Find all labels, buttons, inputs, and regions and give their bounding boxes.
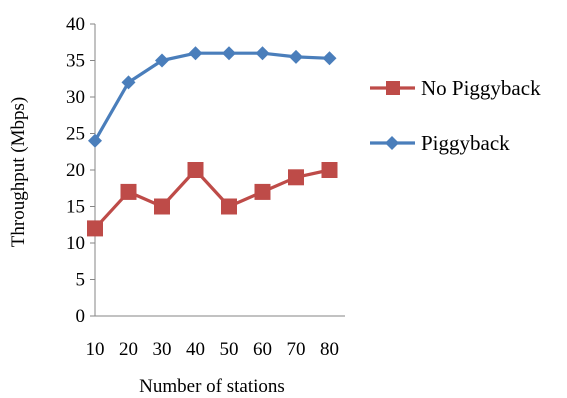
x-tick-labels: 10 20 30 40 50 60 70 80: [86, 339, 340, 360]
x-tick-label: 70: [287, 339, 306, 360]
x-tick-label: 40: [186, 339, 205, 360]
data-point-no-piggyback: [221, 198, 237, 215]
x-axis-title: Number of stations: [139, 376, 285, 397]
series-layer: [87, 46, 338, 237]
data-point-piggyback: [155, 53, 169, 68]
y-tick-label: 25: [66, 124, 85, 145]
series-no-piggyback: [87, 162, 338, 237]
legend: No Piggyback Piggyback: [370, 76, 541, 155]
data-point-piggyback: [88, 133, 102, 148]
data-point-piggyback: [322, 51, 337, 66]
data-point-no-piggyback: [154, 198, 170, 215]
legend-marker-no-piggyback: [386, 81, 400, 95]
legend-item-no-piggyback: No Piggyback: [370, 76, 541, 100]
series-piggyback: [88, 46, 337, 148]
y-tick-label: 30: [66, 87, 85, 108]
x-tick-label: 60: [253, 339, 272, 360]
x-tick-label: 80: [320, 339, 339, 360]
data-point-piggyback: [222, 46, 236, 61]
data-point-no-piggyback: [120, 183, 137, 200]
data-point-piggyback: [188, 46, 203, 61]
x-tick-label: 20: [119, 339, 138, 360]
y-tick-label: 5: [76, 270, 86, 291]
data-point-no-piggyback: [288, 169, 304, 186]
data-point-piggyback: [289, 49, 303, 64]
legend-label-piggyback: Piggyback: [421, 131, 510, 155]
y-axis-title: Throughput (Mbps): [8, 97, 29, 247]
data-point-no-piggyback: [187, 162, 204, 178]
y-tick-labels: 0 5 10 15 20 25 30 35 40: [66, 14, 95, 327]
data-point-no-piggyback: [87, 220, 103, 237]
legend-marker-piggyback: [385, 136, 399, 150]
data-point-no-piggyback: [254, 183, 271, 200]
y-tick-label: 0: [76, 306, 86, 327]
legend-label-no-piggyback: No Piggyback: [421, 76, 541, 100]
x-tick-label: 30: [153, 339, 172, 360]
data-point-no-piggyback: [321, 162, 338, 178]
data-point-piggyback: [255, 46, 270, 61]
y-tick-label: 20: [66, 160, 85, 181]
y-tick-label: 10: [66, 233, 85, 254]
y-tick-label: 40: [66, 14, 85, 35]
series-line-piggyback: [93, 51, 330, 142]
x-tick-label: 10: [86, 339, 105, 360]
y-tick-label: 15: [66, 197, 85, 218]
x-tick-label: 50: [220, 339, 239, 360]
data-point-piggyback: [121, 75, 136, 90]
legend-item-piggyback: Piggyback: [370, 131, 510, 155]
y-tick-label: 35: [66, 51, 85, 72]
